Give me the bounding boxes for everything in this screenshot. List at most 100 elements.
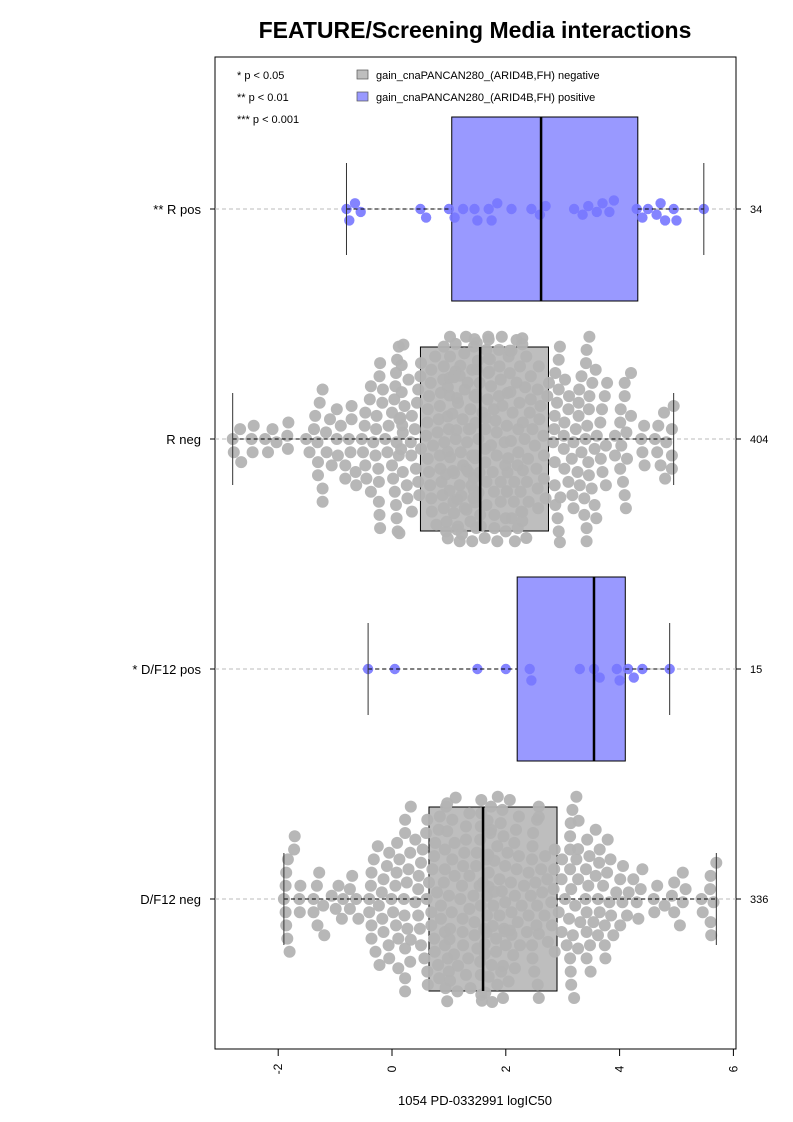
data-point bbox=[504, 876, 517, 889]
data-point bbox=[488, 508, 501, 521]
data-point bbox=[442, 889, 455, 902]
data-point bbox=[433, 810, 446, 823]
data-point bbox=[390, 919, 402, 932]
data-point bbox=[593, 843, 606, 856]
data-point bbox=[344, 446, 357, 459]
data-point bbox=[500, 419, 513, 432]
data-point bbox=[452, 396, 464, 409]
data-point bbox=[614, 416, 627, 429]
data-point bbox=[320, 426, 332, 439]
data-point bbox=[548, 423, 561, 436]
data-point bbox=[587, 916, 600, 929]
data-point bbox=[432, 413, 445, 426]
data-point bbox=[266, 423, 279, 436]
data-point bbox=[532, 502, 545, 515]
data-point bbox=[282, 416, 295, 429]
legend-swatch-positive bbox=[356, 91, 369, 102]
data-point bbox=[648, 906, 661, 919]
data-point bbox=[565, 883, 578, 896]
data-point bbox=[373, 508, 386, 521]
data-point bbox=[448, 869, 461, 882]
data-point bbox=[373, 959, 386, 971]
data-point bbox=[578, 508, 591, 521]
data-point bbox=[574, 663, 585, 675]
data-point bbox=[548, 456, 561, 469]
data-point bbox=[349, 466, 362, 478]
data-point bbox=[580, 357, 592, 370]
data-point bbox=[506, 406, 519, 419]
data-point bbox=[531, 899, 544, 912]
data-point bbox=[632, 912, 645, 925]
data-point bbox=[416, 843, 429, 856]
data-point bbox=[620, 426, 633, 439]
data-point bbox=[614, 462, 627, 475]
data-point bbox=[562, 403, 575, 416]
data-point bbox=[704, 916, 717, 929]
data-point bbox=[508, 475, 521, 488]
data-point bbox=[516, 506, 529, 518]
data-point bbox=[565, 978, 578, 991]
data-point bbox=[270, 436, 283, 449]
data-point bbox=[651, 879, 664, 892]
data-point bbox=[437, 876, 450, 889]
data-point bbox=[453, 479, 466, 492]
data-point bbox=[460, 833, 472, 846]
data-point bbox=[607, 929, 620, 942]
data-point bbox=[551, 512, 564, 525]
data-point bbox=[469, 449, 482, 462]
data-point bbox=[461, 436, 474, 449]
data-point bbox=[524, 663, 535, 675]
data-point bbox=[310, 879, 323, 892]
data-point bbox=[665, 449, 678, 462]
data-point bbox=[486, 466, 499, 478]
data-point bbox=[671, 215, 682, 226]
data-point bbox=[399, 985, 412, 998]
data-point bbox=[636, 446, 649, 459]
data-point bbox=[618, 390, 631, 403]
data-point bbox=[431, 426, 444, 439]
data-point bbox=[463, 902, 476, 915]
data-point bbox=[616, 896, 629, 909]
data-point bbox=[413, 489, 426, 502]
data-point bbox=[449, 212, 460, 223]
data-point bbox=[468, 929, 481, 942]
data-point bbox=[516, 338, 529, 351]
data-point bbox=[415, 939, 427, 952]
data-point bbox=[382, 939, 395, 952]
data-point bbox=[405, 449, 418, 462]
data-point bbox=[335, 912, 348, 925]
data-point bbox=[547, 883, 560, 896]
data-point bbox=[482, 866, 495, 879]
data-point bbox=[516, 416, 529, 429]
data-point bbox=[399, 942, 412, 955]
data-point bbox=[497, 830, 510, 843]
data-point bbox=[534, 400, 547, 412]
data-point bbox=[495, 885, 508, 898]
data-point bbox=[523, 406, 536, 419]
data-point bbox=[227, 446, 240, 459]
data-point bbox=[556, 853, 569, 866]
data-point bbox=[526, 939, 538, 952]
data-point bbox=[446, 813, 459, 826]
data-point bbox=[288, 843, 301, 856]
data-point bbox=[679, 883, 692, 896]
data-point bbox=[367, 436, 380, 449]
data-point bbox=[454, 893, 467, 905]
data-point bbox=[283, 945, 296, 958]
data-point bbox=[537, 449, 550, 462]
data-point bbox=[395, 386, 408, 399]
data-point bbox=[456, 912, 469, 925]
data-point bbox=[470, 860, 483, 872]
data-point bbox=[355, 206, 366, 218]
data-point bbox=[485, 800, 497, 813]
data-point bbox=[463, 869, 476, 882]
data-point bbox=[618, 489, 631, 502]
data-point bbox=[545, 896, 558, 909]
data-point bbox=[421, 416, 434, 429]
data-point bbox=[505, 512, 518, 525]
data-point bbox=[651, 446, 664, 459]
data-point bbox=[396, 466, 409, 478]
data-point bbox=[412, 383, 425, 396]
data-point bbox=[488, 522, 501, 535]
data-point bbox=[474, 833, 487, 846]
